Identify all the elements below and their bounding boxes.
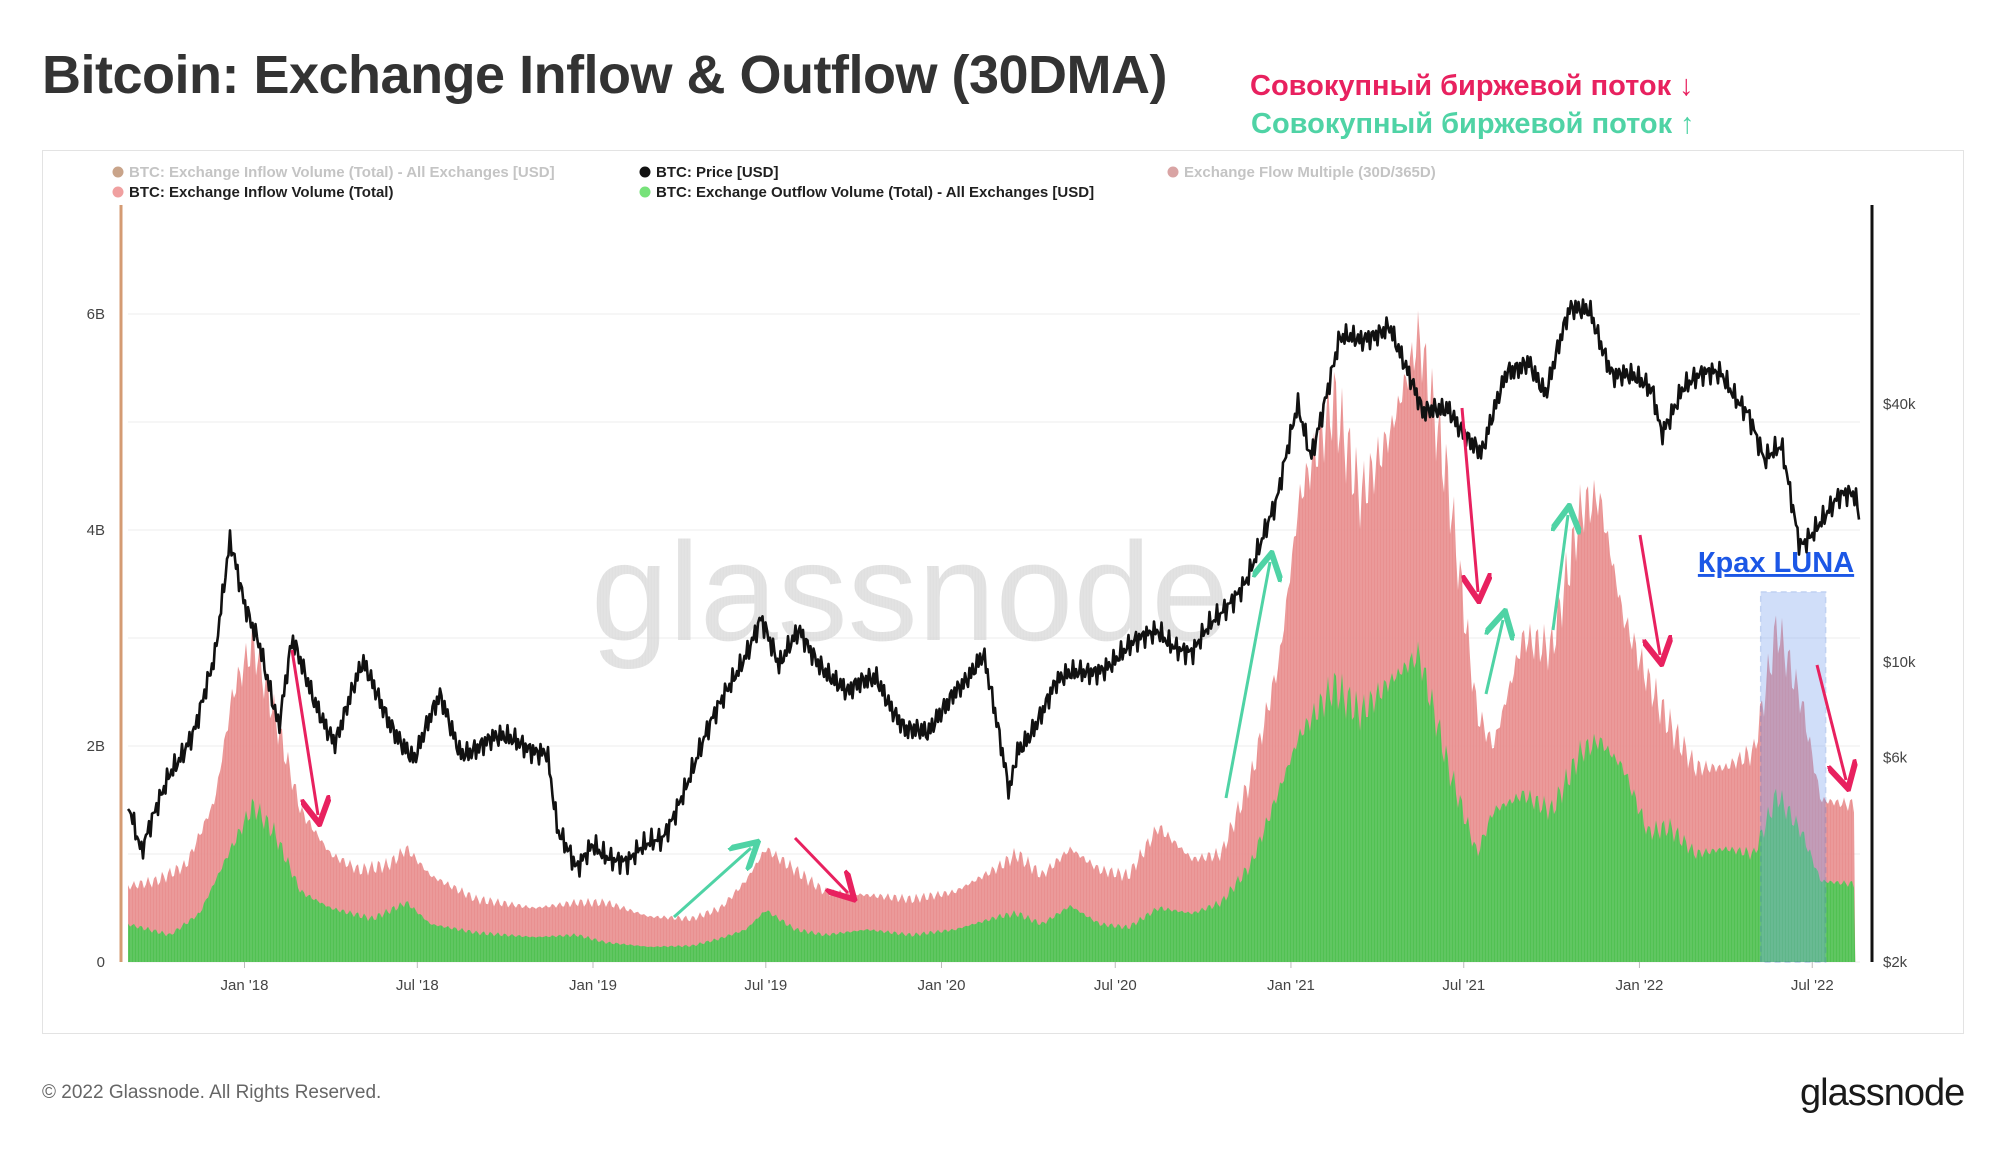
legend: BTC: Exchange Inflow Volume (Total) - Al…: [112, 164, 1436, 201]
left-axis-tick: 0: [97, 954, 105, 971]
right-axis-tick: $6k: [1883, 749, 1908, 766]
down-trend-arrow: [793, 836, 848, 893]
copyright-footer: © 2022 Glassnode. All Rights Reserved.: [42, 1082, 382, 1103]
legend-swatch: [639, 166, 651, 178]
chart-title: Bitcoin: Exchange Inflow & Outflow (30DM…: [42, 45, 1168, 105]
up-trend-arrow: [1553, 515, 1568, 631]
right-axis-tick: $2k: [1883, 954, 1908, 971]
down-trend-arrow: [290, 649, 318, 815]
down-trend-arrow: [1460, 407, 1478, 592]
legend-swatch: [639, 186, 651, 198]
left-axis-tick: 6B: [87, 306, 105, 323]
legend-label: BTC: Exchange Outflow Volume (Total) - A…: [656, 184, 1094, 201]
legend-label: Exchange Flow Multiple (30D/365D): [1184, 164, 1436, 181]
chart-frame: [42, 150, 1964, 1034]
x-axis-tick: Jul '22: [1791, 977, 1834, 994]
legend-swatch: [112, 166, 124, 178]
axes: 0 2B 4B 6B $2k $6k $10k $40k Jan '18 Jul '18 Jan '…: [87, 205, 1916, 994]
right-axis-tick: $10k: [1883, 654, 1916, 671]
legend-label: BTC: Price [USD]: [656, 164, 779, 181]
trend-arrows: [290, 407, 1846, 919]
down-trend-arrow: [1638, 534, 1660, 655]
legend-swatch: [1167, 166, 1179, 178]
legend-label: BTC: Exchange Inflow Volume (Total): [129, 184, 393, 201]
right-axis-tick: $40k: [1883, 396, 1916, 413]
inflow-annotation: Совокупный биржевой поток ↑: [1251, 108, 1695, 140]
price-line-group: [126, 298, 1861, 878]
flow-areas: [127, 285, 1860, 962]
x-axis-tick: Jan '20: [918, 977, 966, 994]
luna-event-label: Крах LUNA: [1698, 547, 1854, 579]
luna-event: Крах LUNA: [1698, 547, 1854, 963]
x-axis-tick: Jul '21: [1442, 977, 1485, 994]
legend-swatch: [112, 186, 124, 198]
left-axis-tick: 4B: [87, 522, 105, 539]
outflow-annotation: Совокупный биржевой поток ↓: [1250, 70, 1694, 102]
left-axis-tick: 2B: [87, 738, 105, 755]
outflow-area: [128, 641, 1856, 962]
watermark: glassnode: [591, 513, 1229, 670]
legend-label: BTC: Exchange Inflow Volume (Total) - Al…: [129, 164, 555, 181]
up-trend-arrow: [672, 848, 751, 919]
x-axis-tick: Jan '21: [1267, 977, 1315, 994]
x-axis-tick: Jul '19: [744, 977, 787, 994]
x-axis-tick: Jul '18: [396, 977, 439, 994]
luna-event-box: [1759, 591, 1827, 963]
up-trend-arrow: [1224, 562, 1270, 799]
x-axis-tick: Jan '22: [1615, 977, 1663, 994]
brand-logo[interactable]: glassnode: [1800, 1072, 1965, 1114]
x-axis-tick: Jan '19: [569, 977, 617, 994]
price-line: [126, 298, 1861, 878]
x-axis-tick: Jul '20: [1094, 977, 1137, 994]
down-trend-arrow: [1815, 664, 1846, 780]
x-axis-tick: Jan '18: [221, 977, 269, 994]
up-trend-arrow: [1486, 620, 1503, 695]
